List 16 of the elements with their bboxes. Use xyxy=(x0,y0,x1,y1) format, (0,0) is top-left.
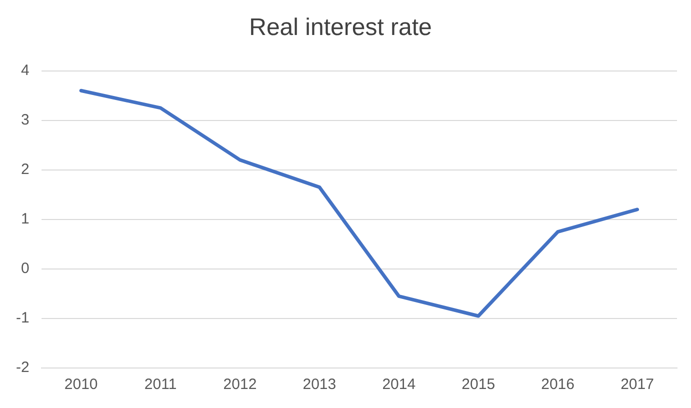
x-tick-label: 2014 xyxy=(382,376,416,394)
x-tick-label: 2017 xyxy=(620,376,654,394)
x-tick-label: 2016 xyxy=(541,376,574,394)
x-tick-label: 2010 xyxy=(64,376,98,394)
x-tick-label: 2013 xyxy=(302,376,336,394)
x-tick-label: 2015 xyxy=(462,376,496,394)
x-tick-label: 2011 xyxy=(144,376,177,394)
y-tick-label: 1 xyxy=(20,210,30,228)
x-tick-label: 2012 xyxy=(223,376,257,394)
y-tick-label: -1 xyxy=(16,310,30,327)
y-tick-label: 0 xyxy=(20,260,30,278)
y-tick-label: 2 xyxy=(20,161,30,178)
y-tick-label: 3 xyxy=(20,111,30,128)
y-tick-label: -2 xyxy=(16,359,30,376)
y-tick-label: 4 xyxy=(20,62,30,79)
chart-title: Real interest rate xyxy=(249,14,432,42)
